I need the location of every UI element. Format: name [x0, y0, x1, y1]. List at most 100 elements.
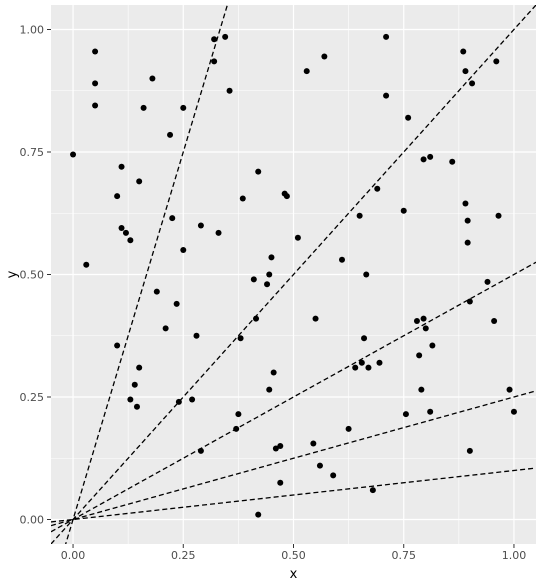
data-point — [266, 271, 273, 278]
data-point — [222, 33, 229, 40]
x-tick-label: 0.25 — [171, 549, 196, 562]
data-point — [235, 411, 242, 418]
data-point — [460, 48, 467, 55]
data-point — [118, 163, 125, 170]
data-point — [92, 80, 99, 87]
x-tick-label: 0.75 — [391, 549, 416, 562]
data-point — [193, 332, 200, 339]
x-tick-label: 0.00 — [61, 549, 86, 562]
data-point — [303, 68, 310, 75]
data-point — [127, 237, 134, 244]
data-point — [374, 185, 381, 192]
data-point — [294, 234, 301, 241]
data-point — [169, 215, 176, 222]
y-tick-label: 0.25 — [20, 391, 45, 404]
data-point — [310, 440, 317, 447]
data-point — [211, 36, 218, 43]
data-point — [449, 158, 456, 165]
y-axis-ticks: 0.00 0.25 0.50 0.75 1.00 — [20, 24, 51, 527]
data-point — [376, 359, 383, 366]
data-point — [180, 104, 187, 111]
data-point — [462, 200, 469, 207]
x-tick-label: 1.00 — [502, 549, 527, 562]
data-point — [173, 300, 180, 307]
reference-line — [51, 467, 536, 523]
data-point — [469, 80, 476, 87]
data-point — [361, 335, 368, 342]
data-point — [427, 408, 434, 415]
data-point — [136, 178, 143, 185]
data-point — [250, 276, 257, 283]
data-point — [239, 195, 246, 202]
data-point — [255, 511, 262, 518]
data-point — [140, 104, 147, 111]
reference-line — [51, 390, 536, 527]
data-point — [365, 364, 372, 371]
data-point — [506, 386, 513, 393]
data-point — [277, 443, 284, 449]
data-point — [70, 151, 77, 158]
data-point — [495, 212, 502, 219]
data-point — [358, 359, 365, 366]
data-point — [197, 222, 204, 229]
data-point — [175, 398, 182, 405]
data-point — [420, 156, 427, 163]
data-point — [122, 229, 129, 236]
data-point — [253, 315, 260, 322]
data-point — [270, 369, 277, 376]
data-point — [83, 261, 90, 268]
data-point — [215, 229, 222, 236]
data-point — [277, 479, 284, 486]
data-point — [114, 342, 121, 349]
data-point — [268, 254, 275, 261]
data-point — [418, 386, 425, 393]
data-point — [272, 445, 279, 452]
y-tick-label: 0.75 — [20, 146, 45, 159]
data-point — [484, 278, 491, 285]
data-point — [413, 318, 420, 325]
data-point — [330, 472, 337, 479]
data-point — [233, 425, 240, 432]
data-point — [466, 298, 473, 305]
data-point — [131, 381, 138, 388]
data-point — [402, 411, 409, 418]
data-point — [283, 193, 290, 200]
data-point — [383, 92, 390, 99]
data-point — [167, 131, 174, 138]
data-point — [510, 408, 517, 415]
data-point — [127, 396, 134, 403]
data-point — [255, 168, 262, 175]
data-point — [180, 247, 187, 253]
data-point — [363, 271, 370, 278]
data-point — [491, 318, 498, 325]
reference-line — [65, 5, 229, 544]
y-tick-label: 1.00 — [20, 24, 45, 37]
reference-line — [51, 261, 536, 533]
data-point — [153, 288, 160, 295]
data-point — [312, 315, 319, 322]
data-point — [149, 75, 156, 82]
data-point — [264, 281, 271, 288]
data-point — [226, 87, 233, 94]
data-point — [383, 33, 390, 40]
data-points — [70, 33, 517, 518]
data-point — [237, 335, 244, 342]
x-axis-ticks: 0.00 0.25 0.50 0.75 1.00 — [61, 544, 526, 562]
data-point — [462, 68, 469, 75]
data-point — [114, 193, 121, 200]
data-point — [493, 58, 500, 65]
data-point — [345, 425, 352, 432]
data-point — [92, 48, 99, 55]
y-axis-title: y — [5, 270, 20, 278]
data-point — [356, 212, 363, 219]
data-point — [211, 58, 218, 65]
data-point — [464, 217, 471, 224]
x-axis-title: x — [290, 567, 298, 582]
data-point — [352, 364, 359, 371]
data-point — [422, 325, 429, 332]
data-point — [464, 239, 471, 246]
data-point — [427, 153, 434, 160]
y-tick-label: 0.00 — [20, 514, 45, 527]
data-point — [92, 102, 99, 109]
